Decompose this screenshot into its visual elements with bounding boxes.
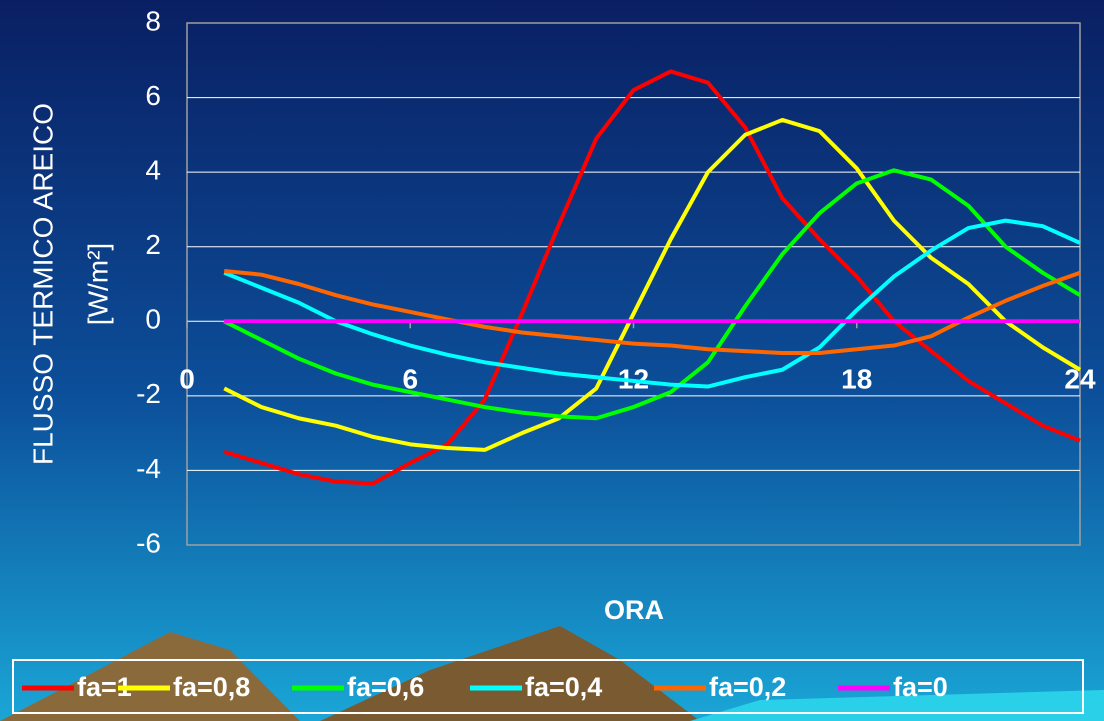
x-tick-label: 0 (179, 364, 195, 395)
mountain (320, 626, 700, 721)
y-tick-label: 8 (145, 5, 161, 36)
legend-label: fa=0,4 (525, 672, 602, 702)
y-tick-label: 4 (145, 155, 161, 186)
legend-label: fa=0,2 (709, 672, 786, 702)
series-line (224, 268, 1081, 355)
series-line (223, 168, 1082, 421)
y-tick-label: 6 (145, 80, 161, 111)
y-tick-label: -4 (136, 453, 161, 484)
y-tick-label: -6 (136, 527, 161, 558)
y-axis-label: FLUSSO TERMICO AREICO (27, 103, 58, 465)
legend-label: fa=0,8 (173, 672, 250, 702)
plot-area (186, 22, 1081, 546)
legend-label: fa=0,6 (347, 672, 424, 702)
legend-label: fa=0 (893, 672, 948, 702)
x-tick-label: 18 (841, 364, 872, 395)
series-line (223, 69, 1081, 486)
series-line (223, 218, 1081, 389)
series-line (223, 117, 1082, 452)
y-tick-label: 0 (145, 304, 161, 335)
y-axis-unit: [W/m²] (82, 243, 113, 325)
y-tick-label: 2 (145, 229, 161, 260)
x-tick-label: 6 (402, 364, 418, 395)
legend (12, 659, 1084, 714)
y-tick-label: -2 (136, 378, 161, 409)
mountain (0, 632, 300, 721)
x-axis-label: ORA (604, 595, 664, 625)
